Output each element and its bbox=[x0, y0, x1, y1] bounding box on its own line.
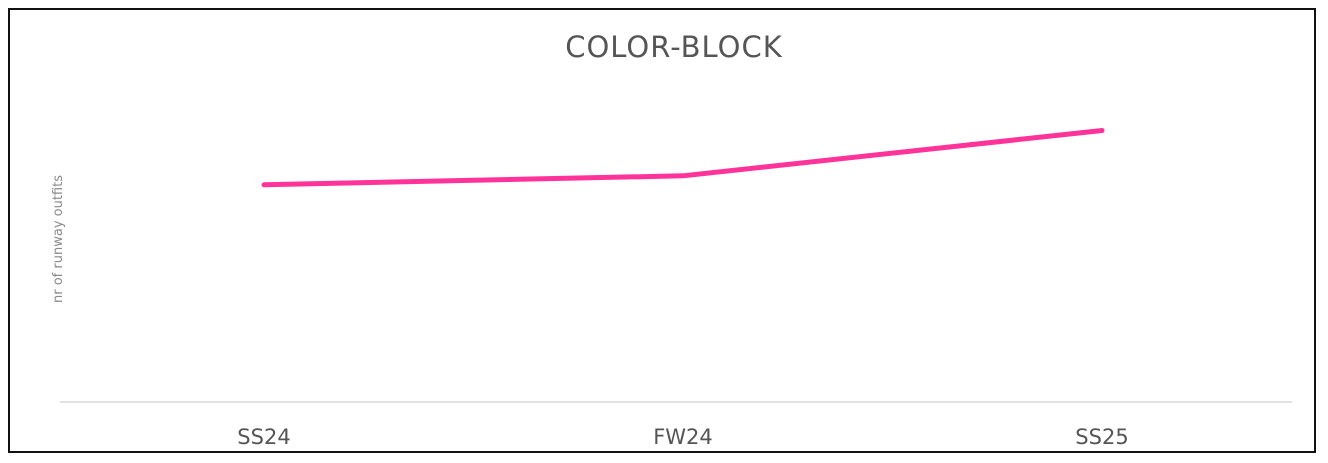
series-line bbox=[261, 128, 1105, 188]
x-tick-label: FW24 bbox=[653, 425, 713, 449]
line-chart: COLOR-BLOCK nr of runway outfits SS24 FW2… bbox=[51, 30, 1292, 449]
series-layer bbox=[261, 128, 1105, 188]
y-axis-label: nr of runway outfits bbox=[51, 175, 66, 303]
x-tick-label: SS25 bbox=[1075, 425, 1128, 449]
chart-frame: COLOR-BLOCK nr of runway outfits SS24 FW2… bbox=[8, 8, 1316, 453]
chart-title: COLOR-BLOCK bbox=[565, 30, 783, 64]
x-tick-labels: SS24 FW24 SS25 bbox=[237, 425, 1128, 449]
x-tick-label: SS24 bbox=[237, 425, 290, 449]
